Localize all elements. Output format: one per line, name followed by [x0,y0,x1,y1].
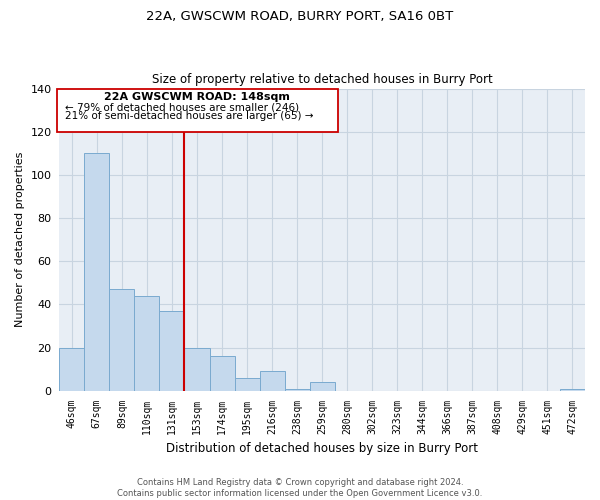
Bar [560,388,585,391]
Bar [85,154,109,391]
Bar [184,348,209,391]
X-axis label: Distribution of detached houses by size in Burry Port: Distribution of detached houses by size … [166,442,478,455]
Text: 22A, GWSCWM ROAD, BURRY PORT, SA16 0BT: 22A, GWSCWM ROAD, BURRY PORT, SA16 0BT [146,10,454,23]
Bar [109,290,134,391]
Y-axis label: Number of detached properties: Number of detached properties [15,152,25,328]
Text: 22A GWSCWM ROAD: 148sqm: 22A GWSCWM ROAD: 148sqm [104,92,290,102]
FancyBboxPatch shape [56,88,338,132]
Bar [160,311,184,391]
Bar [260,372,284,391]
Bar [59,348,85,391]
Bar [209,356,235,391]
Bar [134,296,160,391]
Title: Size of property relative to detached houses in Burry Port: Size of property relative to detached ho… [152,73,493,86]
Text: 21% of semi-detached houses are larger (65) →: 21% of semi-detached houses are larger (… [65,111,313,121]
Text: ← 79% of detached houses are smaller (246): ← 79% of detached houses are smaller (24… [65,102,299,112]
Text: Contains HM Land Registry data © Crown copyright and database right 2024.
Contai: Contains HM Land Registry data © Crown c… [118,478,482,498]
Bar [310,382,335,391]
Bar [235,378,260,391]
Bar [284,388,310,391]
